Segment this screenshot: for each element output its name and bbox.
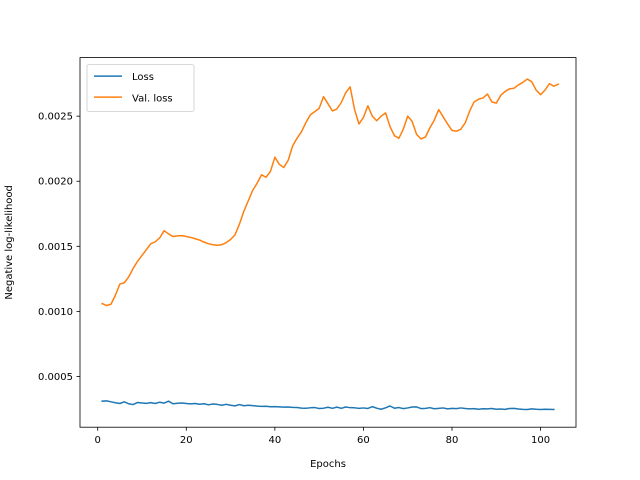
y-tick-label: 0.0015 xyxy=(38,242,73,253)
legend: Loss Val. loss xyxy=(86,64,195,112)
x-tick-label: 60 xyxy=(357,435,370,446)
y-axis-label: Negative log-likelihood xyxy=(4,185,15,300)
x-tick-label: 100 xyxy=(531,435,550,446)
y-tick-label: 0.0020 xyxy=(38,177,73,188)
x-tick-label: 40 xyxy=(268,435,281,446)
y-axis-ticks: 0.0005 0.0010 0.0015 0.0020 0.0025 xyxy=(38,112,80,383)
plot-area xyxy=(80,57,576,428)
x-tick-label: 20 xyxy=(180,435,193,446)
legend-label-loss: Loss xyxy=(132,72,154,83)
legend-label-val-loss: Val. loss xyxy=(132,94,173,105)
plot-frame xyxy=(79,57,577,428)
series-line-loss xyxy=(101,400,555,411)
x-tick-label: 0 xyxy=(95,435,101,446)
x-axis-label: Epochs xyxy=(310,459,346,470)
y-tick-label: 0.0010 xyxy=(38,307,73,318)
series-layer xyxy=(101,78,560,411)
x-axis-ticks: 0 20 40 60 80 100 xyxy=(95,427,550,446)
x-tick-label: 80 xyxy=(446,435,459,446)
y-tick-label: 0.0025 xyxy=(38,112,73,123)
y-tick-label: 0.0005 xyxy=(38,372,73,383)
series-line-val-loss xyxy=(101,78,560,307)
